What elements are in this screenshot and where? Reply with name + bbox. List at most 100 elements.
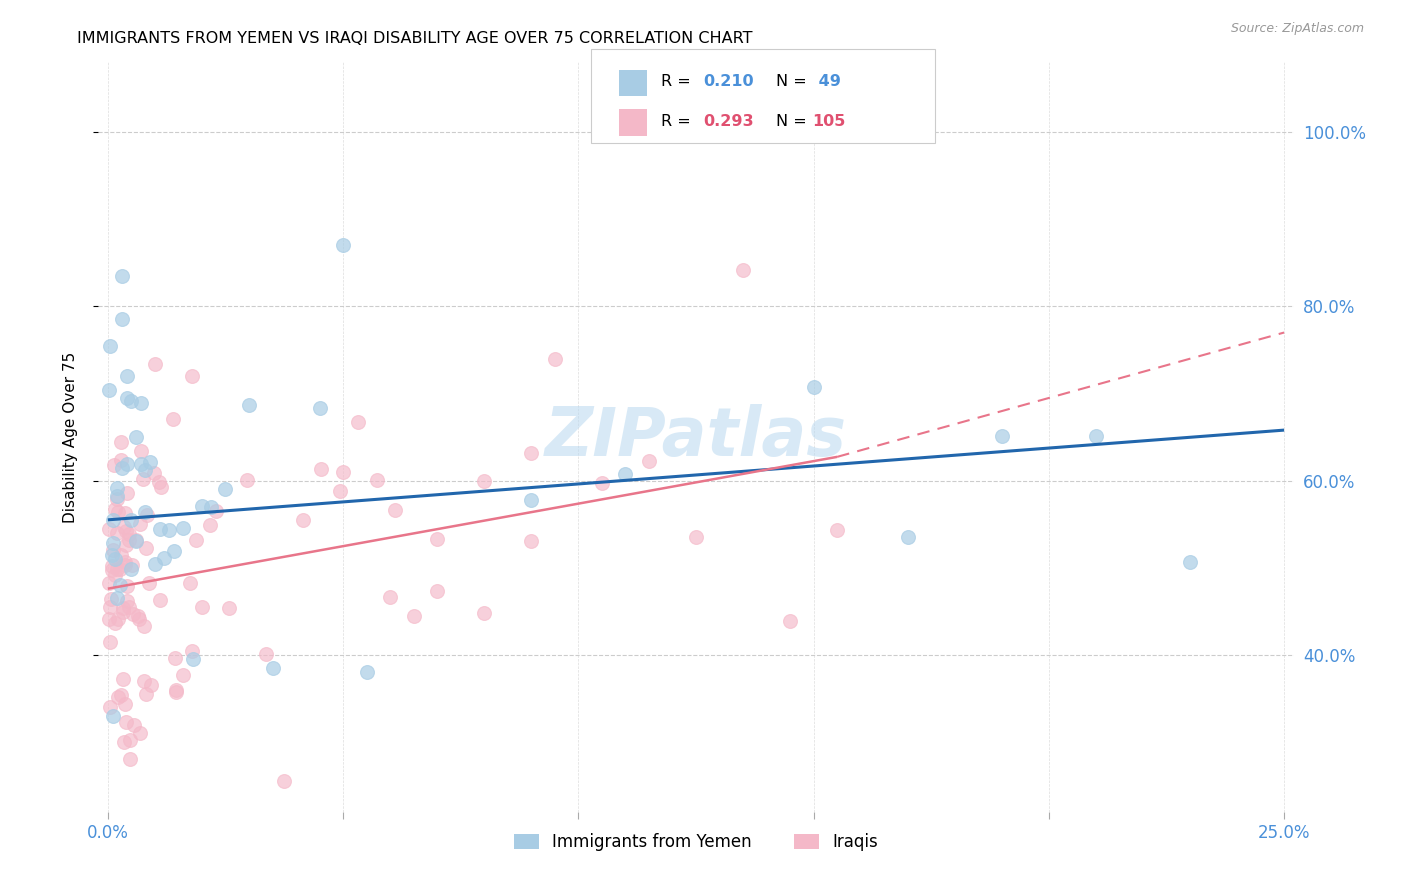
Point bbox=[129, 517, 152, 532]
Point bbox=[638, 454, 661, 468]
Point bbox=[150, 480, 173, 494]
Point bbox=[101, 536, 124, 550]
Point bbox=[118, 533, 141, 547]
Legend: Immigrants from Yemen, Iraqis: Immigrants from Yemen, Iraqis bbox=[506, 825, 886, 860]
Point bbox=[111, 312, 134, 326]
Point bbox=[105, 591, 128, 605]
Point bbox=[125, 429, 148, 443]
Point bbox=[591, 475, 613, 490]
Point bbox=[101, 709, 124, 723]
Point bbox=[98, 612, 121, 626]
Point bbox=[127, 609, 149, 624]
Point bbox=[218, 601, 240, 615]
Point bbox=[101, 563, 124, 577]
Point bbox=[1178, 555, 1201, 569]
Point bbox=[163, 651, 186, 665]
Point bbox=[134, 463, 156, 477]
Point bbox=[125, 533, 148, 547]
Point bbox=[236, 473, 259, 487]
Point bbox=[157, 524, 180, 538]
Point bbox=[366, 473, 388, 487]
Point bbox=[136, 508, 159, 522]
Point bbox=[111, 268, 134, 283]
Point bbox=[200, 500, 222, 515]
Point bbox=[114, 697, 136, 711]
Text: 0.293: 0.293 bbox=[703, 113, 754, 128]
Point bbox=[105, 562, 128, 576]
Point bbox=[100, 549, 122, 563]
Text: R =: R = bbox=[661, 113, 696, 128]
Point bbox=[238, 398, 260, 412]
Text: IMMIGRANTS FROM YEMEN VS IRAQI DISABILITY AGE OVER 75 CORRELATION CHART: IMMIGRANTS FROM YEMEN VS IRAQI DISABILIT… bbox=[77, 31, 752, 46]
Point bbox=[402, 609, 425, 624]
Point bbox=[1084, 429, 1107, 443]
Point bbox=[614, 467, 637, 481]
Point bbox=[356, 665, 378, 680]
Point bbox=[115, 391, 138, 405]
Point bbox=[110, 453, 132, 467]
Point bbox=[114, 555, 136, 569]
Point bbox=[111, 672, 134, 686]
Text: 105: 105 bbox=[813, 113, 846, 128]
Point bbox=[98, 700, 121, 714]
Point bbox=[111, 601, 134, 615]
Point bbox=[104, 567, 127, 582]
Point bbox=[165, 685, 187, 699]
Point bbox=[108, 577, 131, 591]
Point bbox=[165, 682, 187, 697]
Point bbox=[115, 715, 138, 730]
Point bbox=[107, 505, 129, 519]
Point bbox=[378, 590, 401, 604]
Point bbox=[98, 635, 121, 649]
Point bbox=[105, 489, 128, 503]
Point bbox=[120, 562, 142, 576]
Point bbox=[731, 262, 754, 277]
Point bbox=[98, 599, 121, 614]
Point bbox=[110, 688, 132, 702]
Point bbox=[291, 513, 314, 527]
Point bbox=[98, 383, 121, 397]
Text: 0.210: 0.210 bbox=[703, 74, 754, 89]
Point bbox=[120, 394, 142, 409]
Point bbox=[135, 687, 157, 701]
Point bbox=[131, 443, 153, 458]
Point bbox=[520, 493, 543, 508]
Point bbox=[120, 733, 142, 747]
Point bbox=[103, 543, 125, 558]
Point bbox=[115, 457, 138, 471]
Point bbox=[179, 576, 201, 591]
Point bbox=[117, 579, 139, 593]
Point bbox=[254, 647, 277, 661]
Point bbox=[105, 491, 128, 506]
Point bbox=[104, 616, 127, 631]
Point bbox=[97, 576, 120, 591]
Point bbox=[138, 576, 160, 591]
Text: N =: N = bbox=[776, 113, 807, 128]
Point bbox=[200, 518, 222, 533]
Point bbox=[143, 357, 166, 371]
Point bbox=[121, 558, 143, 573]
Point bbox=[991, 428, 1014, 442]
Text: R =: R = bbox=[661, 74, 696, 89]
Point bbox=[125, 533, 148, 548]
Point bbox=[112, 520, 135, 534]
Point bbox=[181, 652, 204, 666]
Point bbox=[520, 446, 543, 460]
Point bbox=[112, 605, 135, 619]
Point bbox=[104, 501, 127, 516]
Point bbox=[100, 591, 122, 606]
Point bbox=[118, 599, 141, 614]
Point bbox=[105, 481, 128, 495]
Point bbox=[118, 527, 141, 541]
Point bbox=[122, 607, 145, 622]
Point bbox=[101, 513, 124, 527]
Point bbox=[129, 395, 152, 409]
Point bbox=[520, 534, 543, 549]
Point bbox=[149, 592, 172, 607]
Point bbox=[104, 552, 127, 566]
Point bbox=[162, 412, 184, 426]
Point bbox=[114, 524, 136, 538]
Point bbox=[132, 471, 155, 485]
Point bbox=[148, 475, 170, 489]
Point bbox=[115, 538, 138, 552]
